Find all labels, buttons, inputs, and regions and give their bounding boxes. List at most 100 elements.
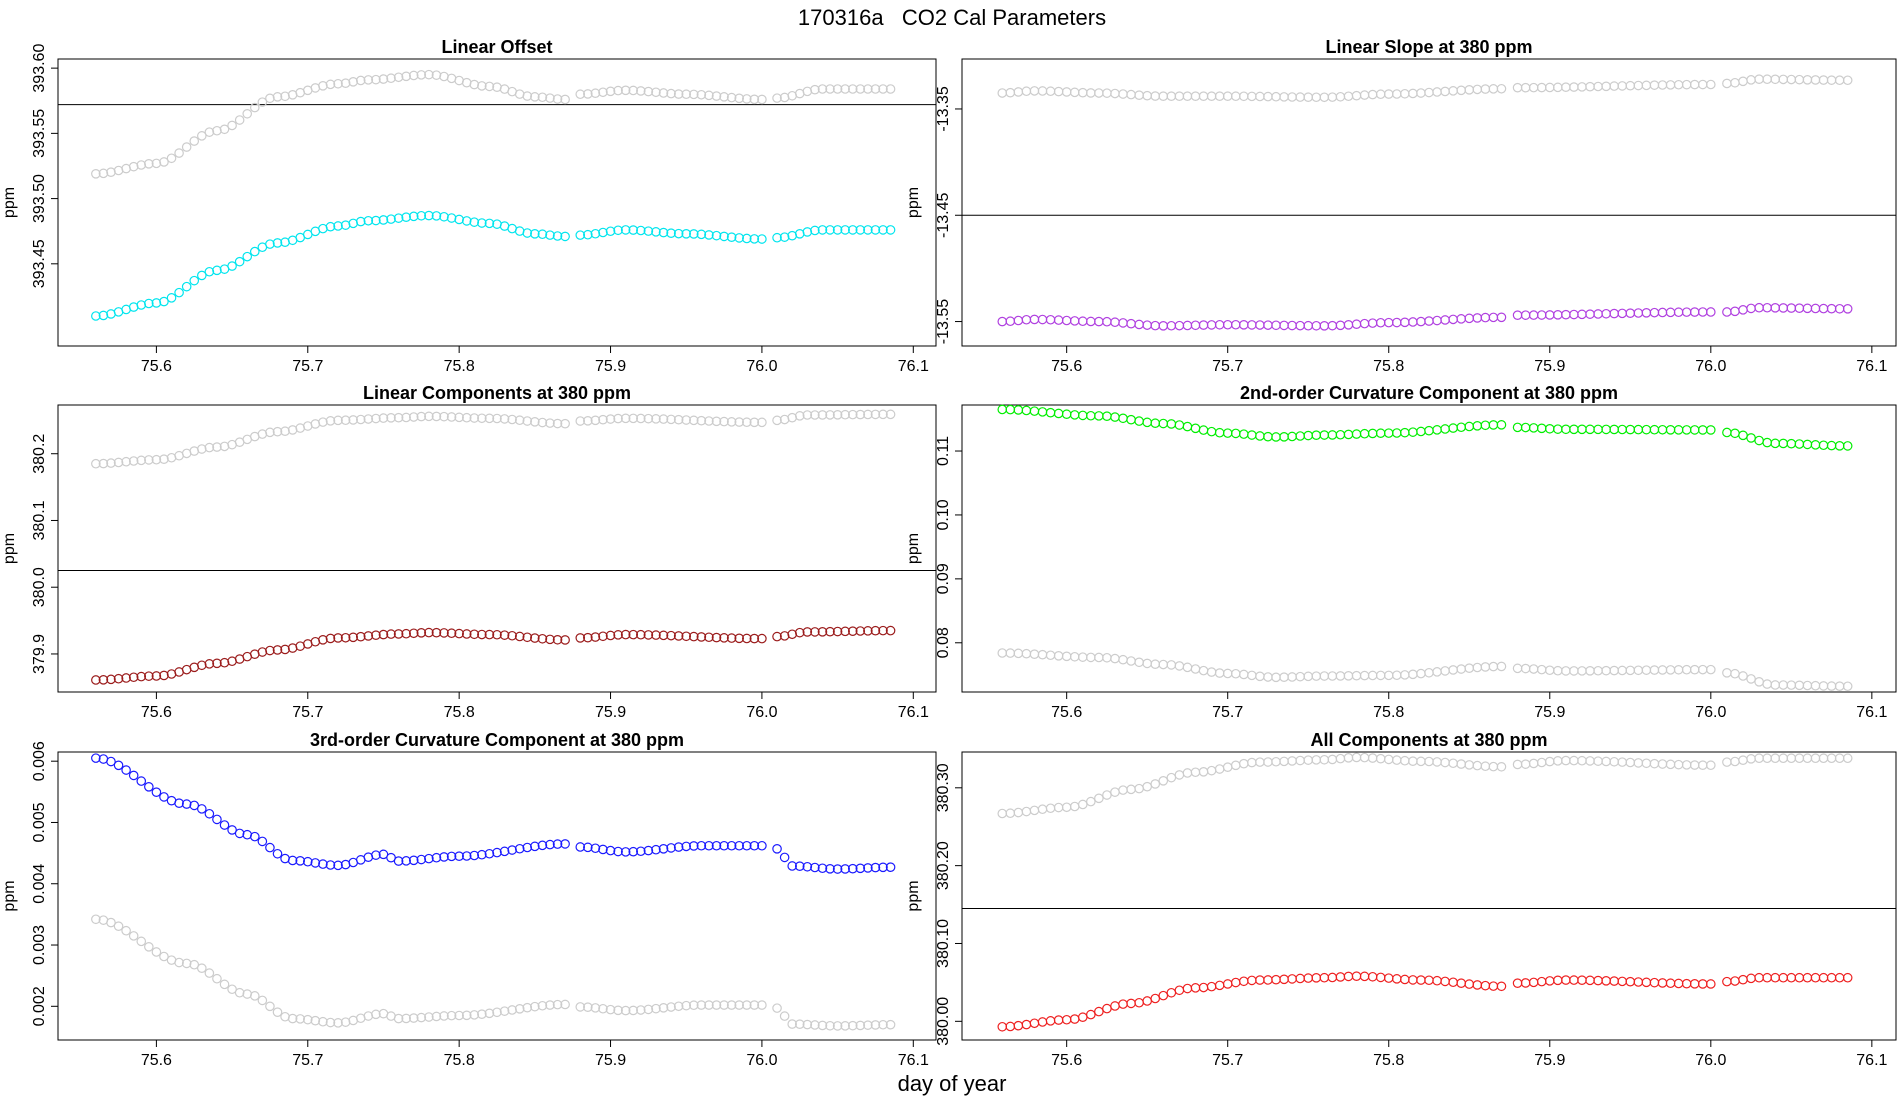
data-point <box>1834 753 1845 764</box>
data-point <box>197 270 207 281</box>
data-point <box>371 850 381 860</box>
data-point <box>1359 318 1370 329</box>
x-tick-label: 76.1 <box>1856 358 1887 375</box>
data-point <box>181 281 192 292</box>
data-point <box>719 231 729 242</box>
data-point <box>265 93 275 104</box>
data-point <box>1697 425 1708 435</box>
data-point <box>189 959 200 970</box>
data-point <box>1842 441 1853 451</box>
data-point <box>1391 428 1402 438</box>
data-point <box>151 947 162 957</box>
data-point <box>257 836 268 847</box>
data-point <box>583 416 593 426</box>
data-point <box>590 415 601 426</box>
data-point <box>1037 649 1048 660</box>
y-tick-label: 393.60 <box>31 44 48 93</box>
data-point <box>1826 972 1837 983</box>
data-point <box>113 673 124 684</box>
data-point <box>136 455 147 466</box>
data-point <box>704 90 714 101</box>
data-point <box>1810 972 1821 983</box>
data-point <box>1053 86 1064 97</box>
data-point <box>1834 303 1845 314</box>
data-point <box>249 246 260 257</box>
data-point <box>1480 662 1491 672</box>
data-point <box>658 1003 669 1013</box>
data-point <box>1657 307 1668 318</box>
x-tick-label: 76.0 <box>1695 704 1726 721</box>
data-point <box>219 124 230 135</box>
data-point <box>794 411 805 421</box>
data-point <box>1255 671 1265 682</box>
data-point <box>507 845 517 855</box>
data-point <box>772 844 782 854</box>
data-point <box>1818 681 1829 691</box>
data-point <box>204 442 215 453</box>
data-point <box>333 415 343 426</box>
data-point <box>1351 752 1362 763</box>
y-tick-label: 0.11 <box>935 436 952 466</box>
data-point <box>810 225 820 236</box>
data-point <box>620 847 631 857</box>
data-point <box>1343 971 1354 982</box>
data-point <box>1311 92 1322 103</box>
data-point <box>507 630 517 641</box>
data-point <box>598 631 608 642</box>
x-tick-label: 76.1 <box>898 1052 929 1069</box>
data-point <box>492 847 502 858</box>
data-point <box>212 125 222 136</box>
data-point <box>386 214 396 224</box>
data-point <box>643 413 654 424</box>
data-point <box>280 426 290 437</box>
data-point <box>1689 307 1700 317</box>
data-point <box>454 628 464 639</box>
data-point <box>469 217 480 227</box>
data-point <box>1689 979 1700 989</box>
data-point <box>537 840 548 851</box>
data-point <box>1343 753 1354 763</box>
data-point <box>1456 314 1467 324</box>
data-point <box>1609 976 1619 986</box>
data-point <box>1182 421 1193 432</box>
data-point <box>719 840 729 851</box>
data-point <box>1279 320 1289 331</box>
data-point <box>1375 89 1386 100</box>
data-point <box>1263 672 1273 682</box>
data-point <box>174 287 184 298</box>
data-point <box>1400 974 1410 985</box>
data-point <box>1214 668 1225 678</box>
data-point <box>997 1021 1008 1032</box>
data-point <box>757 417 767 428</box>
data-point <box>1424 667 1434 678</box>
data-point <box>1681 664 1692 675</box>
data-point <box>1094 1006 1104 1017</box>
data-point <box>1400 427 1410 438</box>
data-point <box>355 631 366 642</box>
data-point <box>1649 80 1660 90</box>
data-point <box>1271 432 1281 442</box>
data-point <box>681 415 692 425</box>
data-point <box>461 851 472 861</box>
data-point <box>1166 772 1177 783</box>
data-point <box>1697 664 1708 675</box>
data-point <box>1102 1003 1112 1014</box>
data-point <box>1657 665 1668 675</box>
data-point <box>166 293 177 303</box>
data-point <box>537 1000 548 1011</box>
data-point <box>1794 680 1805 691</box>
data-point <box>794 861 805 872</box>
data-point <box>583 1002 593 1012</box>
data-point <box>1826 303 1837 314</box>
data-point <box>1810 680 1821 691</box>
data-point <box>1738 305 1748 315</box>
data-point <box>136 936 147 947</box>
data-point <box>477 629 487 640</box>
data-point <box>1706 664 1716 675</box>
data-point <box>1544 976 1555 986</box>
data-point <box>688 89 699 100</box>
data-point <box>408 1013 419 1023</box>
data-point <box>1520 422 1531 433</box>
data-point <box>651 1003 661 1014</box>
x-tick-label: 75.6 <box>141 358 172 375</box>
